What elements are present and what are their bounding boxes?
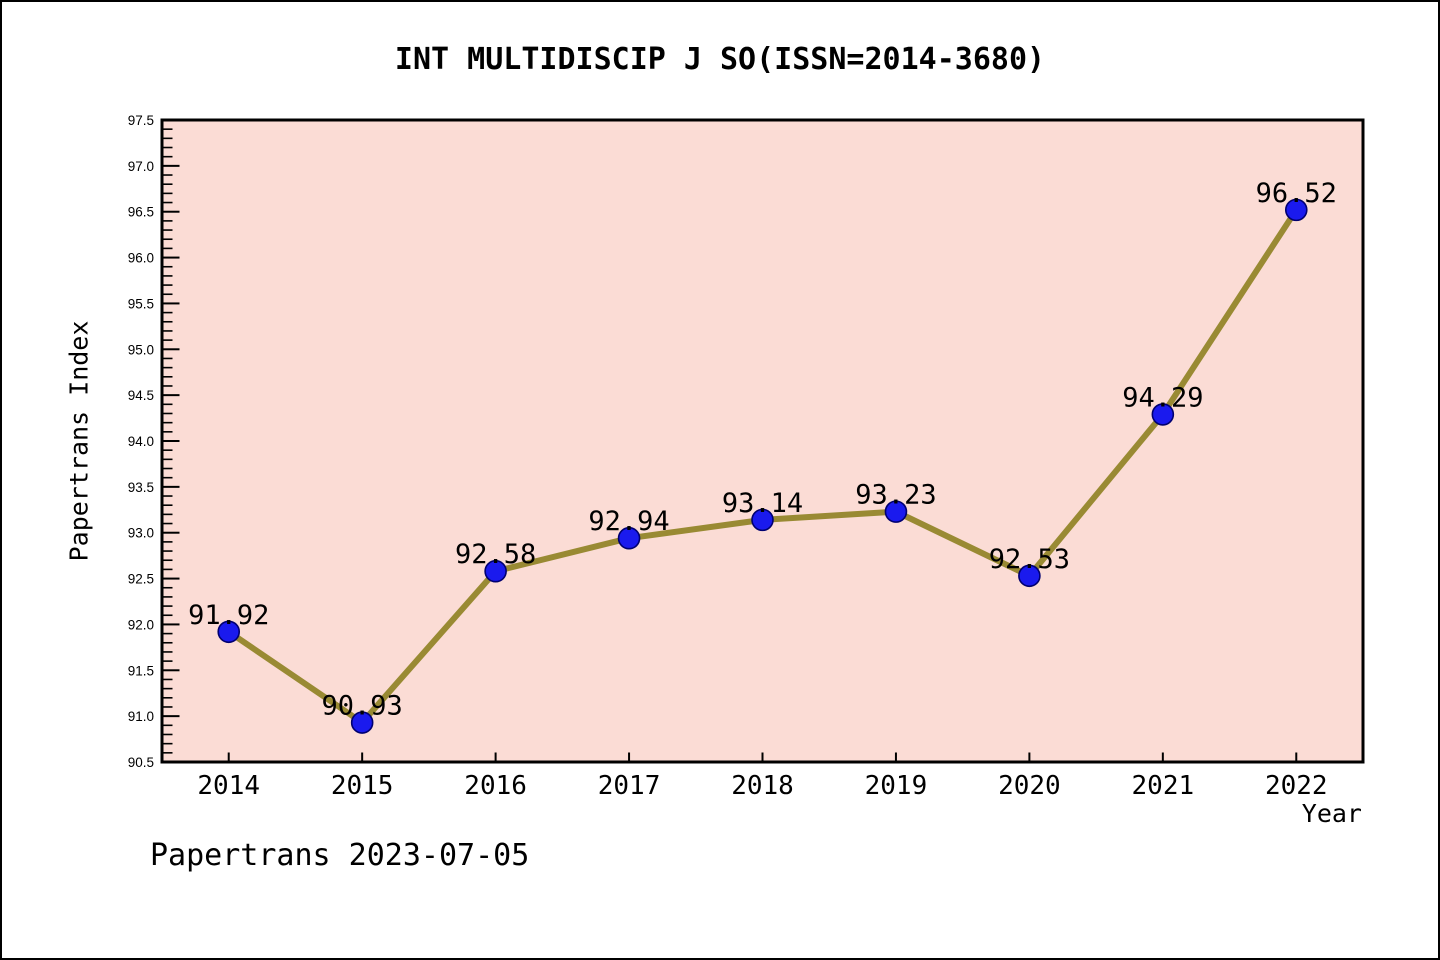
y-tick-label: 97.0 (128, 159, 154, 174)
data-point (884, 500, 908, 523)
x-tick-label: 2017 (598, 771, 661, 801)
y-tick-label: 95.0 (128, 342, 154, 357)
x-tick-label: 2016 (464, 771, 527, 801)
y-tick-label: 92.0 (128, 617, 154, 632)
x-tick-label: 2018 (731, 771, 794, 801)
point-label: 93.23 (855, 480, 936, 511)
point-label: 92.58 (455, 539, 536, 570)
y-tick-label: 96.5 (128, 205, 154, 220)
point-label: 92.94 (588, 506, 669, 537)
x-tick-label: 2014 (197, 771, 260, 801)
footer-watermark: Papertrans 2023-07-05 (150, 838, 530, 873)
x-tick-label: 2021 (1132, 771, 1195, 801)
x-tick-label: 2019 (865, 771, 928, 801)
point-label: 92.53 (989, 544, 1070, 575)
y-tick-label: 93.0 (128, 526, 154, 541)
data-point (350, 711, 374, 734)
data-point (484, 559, 507, 583)
data-point (1151, 403, 1175, 426)
y-tick-label: 96.0 (128, 251, 154, 266)
x-tick-label: 2022 (1265, 771, 1328, 801)
point-label: 94.29 (1122, 382, 1203, 413)
data-point (617, 526, 641, 550)
point-label: 90.93 (322, 691, 403, 722)
y-tick-label: 95.5 (128, 296, 154, 311)
y-tick-label: 90.5 (128, 755, 154, 770)
y-tick-label: 92.5 (128, 572, 154, 587)
point-label: 93.14 (722, 488, 803, 519)
chart-title: INT MULTIDISCIP J SO(ISSN=2014-3680) (394, 42, 1046, 77)
point-label: 91.92 (188, 600, 269, 631)
plot-area (160, 118, 1365, 764)
y-axis-label: Papertrans Index (64, 320, 94, 562)
data-point (217, 620, 241, 644)
y-tick-label: 94.5 (128, 388, 154, 403)
y-tick-label: 94.0 (128, 434, 154, 449)
y-tick-label: 97.5 (128, 113, 154, 128)
data-point (751, 508, 774, 532)
y-tick-label: 91.5 (128, 663, 154, 678)
y-tick-label: 91.0 (128, 709, 154, 724)
x-tick-label: 2020 (998, 771, 1061, 801)
data-point (1018, 564, 1041, 588)
x-axis-label: Year (1301, 799, 1362, 828)
y-tick-label: 93.5 (128, 480, 154, 495)
x-tick-label: 2015 (331, 771, 394, 801)
data-point (1284, 198, 1308, 222)
point-label: 96.52 (1256, 178, 1337, 209)
